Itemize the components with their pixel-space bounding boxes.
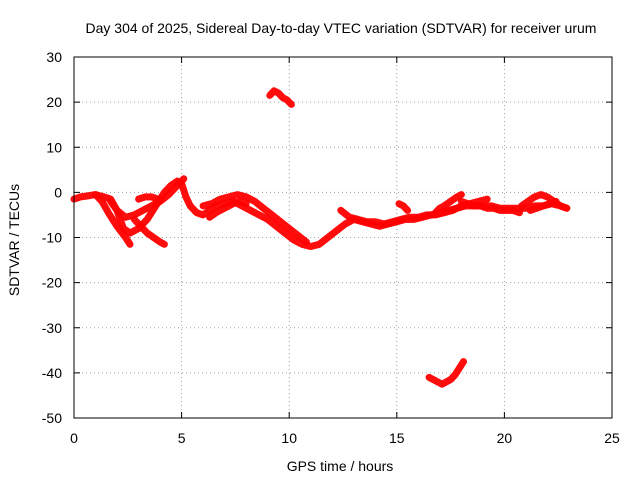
series-track-branch-1 — [92, 191, 134, 248]
series-track-branch-8 — [395, 200, 412, 214]
y-tick-label: 0 — [54, 184, 62, 200]
series-track-branch-4-texture — [138, 199, 159, 203]
series-track-branch-4 — [135, 193, 162, 203]
series-track-branch-9-texture — [435, 197, 462, 217]
y-tick-label: -30 — [42, 320, 62, 336]
x-tick-label: 0 — [70, 430, 78, 446]
y-tick-labels: -50 -40 -30 -20 -10 0 10 20 30 — [42, 49, 62, 426]
grid-lines — [74, 57, 612, 418]
series-track-branch-6 — [206, 197, 250, 221]
y-tick-label: 10 — [46, 139, 62, 155]
x-tick-label: 5 — [178, 430, 186, 446]
x-tick-label: 15 — [389, 430, 405, 446]
series-track-branch-10-texture — [461, 203, 520, 217]
series-track-branch-10 — [457, 197, 523, 217]
series-track-branch-2 — [107, 175, 188, 221]
x-tick-label: 25 — [604, 430, 620, 446]
y-tick-label: 30 — [46, 49, 62, 65]
y-axis-title: SDTVAR / TECUs — [6, 184, 22, 296]
series-track-branch-5-texture — [202, 197, 307, 246]
x-axis-title: GPS time / hours — [287, 458, 394, 474]
chart-title: Day 304 of 2025, Sidereal Day-to-day VTE… — [86, 20, 597, 36]
y-tick-label: -20 — [42, 275, 62, 291]
x-tick-labels: 0 5 10 15 20 25 — [70, 430, 620, 446]
y-tick-label: -40 — [42, 365, 62, 381]
axis-ticks — [73, 56, 613, 419]
series-track-branch-12 — [526, 197, 560, 214]
series-outlier-top — [266, 87, 295, 108]
series-track-branch-7-texture — [340, 201, 488, 228]
series-track-branch-5 — [199, 191, 310, 246]
plot-data — [70, 87, 571, 388]
series-track-branch-9 — [432, 191, 465, 217]
series-track-branch-11 — [518, 191, 571, 212]
series-track-branch-3 — [130, 215, 168, 248]
series-track-main-texture — [73, 183, 567, 251]
y-tick-label: 20 — [46, 94, 62, 110]
series-track-branch-1-texture — [95, 197, 131, 248]
series-track-branch-2-texture — [110, 181, 185, 221]
y-tick-label: -50 — [42, 410, 62, 426]
series-track-branch-11-texture — [521, 197, 567, 212]
x-tick-label: 20 — [497, 430, 513, 446]
x-tick-label: 10 — [281, 430, 297, 446]
series-outlier-bottom — [425, 358, 467, 388]
y-tick-label: -10 — [42, 230, 62, 246]
series-track-branch-6-texture — [209, 203, 247, 221]
series-outlier-bottom-texture — [428, 364, 464, 388]
